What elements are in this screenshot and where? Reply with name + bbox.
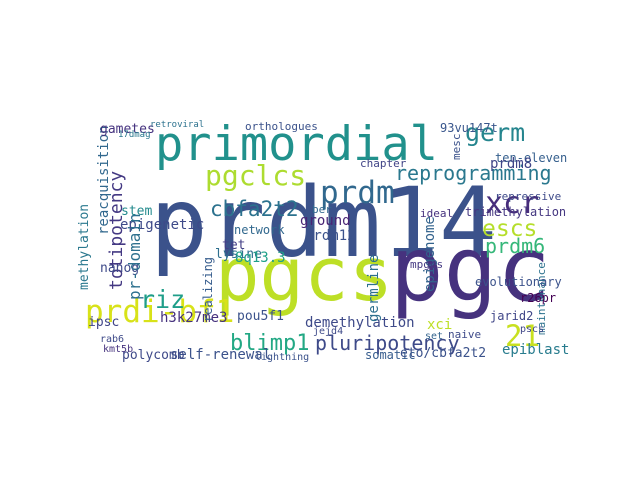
word: epigenetic xyxy=(120,217,204,233)
word: jejd4 xyxy=(313,326,343,337)
word: retroviral xyxy=(150,120,204,130)
word: ten-eleven xyxy=(495,151,567,165)
word: prdm8 xyxy=(490,156,532,172)
word: orthologues xyxy=(245,120,318,133)
word: trimethylation xyxy=(465,205,566,219)
word: ber xyxy=(312,203,332,216)
word: naive xyxy=(448,328,481,341)
word: 93vu147t xyxy=(440,121,498,135)
word: maintenance xyxy=(535,262,548,335)
word: methylation xyxy=(77,204,92,290)
word: tet xyxy=(222,238,245,253)
word: escs xyxy=(482,216,537,242)
word: gametes xyxy=(100,122,155,137)
word: epigenome xyxy=(422,216,438,292)
word: mpgcs xyxy=(410,258,443,271)
word: pscs xyxy=(520,324,544,335)
word: r26pr xyxy=(520,291,556,305)
word: prdi-bf1 xyxy=(85,294,234,330)
word: evolutionary xyxy=(475,275,562,289)
word: riz xyxy=(140,285,185,314)
word: xci xyxy=(427,317,452,333)
word: h3k27me3 xyxy=(160,310,227,326)
word: pluripotency xyxy=(315,331,460,355)
word: stem xyxy=(121,204,152,219)
word: somatic xyxy=(365,348,416,362)
word: xcr xyxy=(485,186,539,221)
word: pou5f1 xyxy=(237,309,284,324)
word: prdm6 xyxy=(485,234,545,258)
word: germline xyxy=(366,255,382,322)
word: primordial xyxy=(155,117,438,172)
word: nanog xyxy=(100,261,139,276)
word: prdm14 xyxy=(150,167,497,279)
word: network xyxy=(234,223,285,237)
word: ground xyxy=(300,213,351,229)
word: blimp1 xyxy=(230,331,309,356)
word: reprogramming xyxy=(395,161,552,185)
word: demethylation xyxy=(305,315,415,331)
word: repressive xyxy=(495,190,561,203)
word: mesc xyxy=(450,134,463,161)
word: kmt5b xyxy=(103,344,133,355)
word: set xyxy=(425,331,443,342)
word: rab6 xyxy=(100,334,124,345)
word: cbfa2t2 xyxy=(210,197,299,221)
word: pgc xyxy=(390,217,551,321)
word: jarid2 xyxy=(490,309,533,323)
word: realizing xyxy=(201,257,215,322)
word: prdm12 xyxy=(305,228,356,244)
word: 8q13.3 xyxy=(235,250,286,266)
word: polycomb xyxy=(122,348,185,363)
word: germ xyxy=(465,118,525,147)
word: lysine xyxy=(215,247,262,262)
word: 17dmag xyxy=(118,130,151,140)
word: pgclcs xyxy=(205,159,306,192)
word: pgcs xyxy=(215,232,393,318)
word: prdm xyxy=(320,175,395,211)
word: ideal xyxy=(420,207,453,220)
word: reacquisition xyxy=(96,125,112,235)
word: eto/cbfa2t2 xyxy=(400,346,486,361)
word: epiblast xyxy=(502,342,569,358)
word: pr-domain xyxy=(125,213,144,300)
word: totipotency xyxy=(106,171,127,290)
word: 21 xyxy=(505,319,540,353)
word: chapter xyxy=(360,157,407,170)
word: lightning xyxy=(255,352,309,363)
word: ipsc xyxy=(88,315,119,330)
word: self-renewal xyxy=(170,347,271,363)
